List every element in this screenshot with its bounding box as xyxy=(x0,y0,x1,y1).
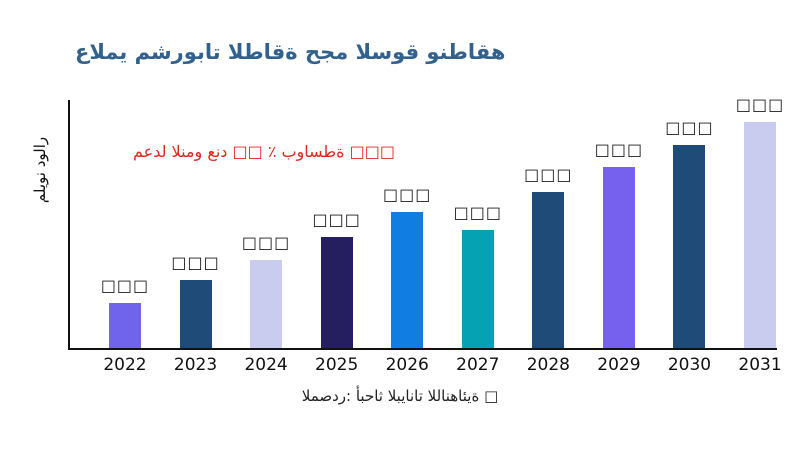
x-axis-line xyxy=(68,348,777,350)
bar-value-label-2027: □□□ xyxy=(453,203,502,222)
growth-rate-annotation: معدل النمو عند □□ ٪ بواسطة □□□ xyxy=(133,142,395,161)
bar-value-label-2030: □□□ xyxy=(665,118,714,137)
x-tick-label-2031: 2031 xyxy=(738,355,782,375)
bar-value-label-2026: □□□ xyxy=(383,185,432,204)
x-tick-label-2029: 2029 xyxy=(597,355,641,375)
x-tick-label-2028: 2028 xyxy=(526,355,570,375)
y-axis-line xyxy=(68,100,70,350)
bar-value-label-2031: □□□ xyxy=(735,95,785,114)
bar-value-label-2022: □□□ xyxy=(100,276,150,295)
bar-value-label-2025: □□□ xyxy=(312,210,361,229)
chart-title: عالمي مشروبات الطاقة حجم السوق ونطاقه xyxy=(75,40,506,64)
x-tick-label-2026: 2026 xyxy=(385,355,429,375)
x-tick-label-2022: 2022 xyxy=(103,355,147,375)
bar-2028 xyxy=(532,192,565,348)
bar-2023 xyxy=(179,280,212,348)
x-tick-label-2030: 2030 xyxy=(667,355,712,375)
bar-2025 xyxy=(320,237,353,348)
bar-value-label-2028: □□□ xyxy=(524,165,573,184)
bar-2026 xyxy=(391,212,424,348)
y-axis-label: مليون دولار xyxy=(31,136,49,204)
x-tick-label-2027: 2027 xyxy=(456,355,500,375)
x-tick-label-2024: 2024 xyxy=(244,355,288,375)
bar-value-label-2024: □□□ xyxy=(241,233,291,252)
x-tick-label-2025: 2025 xyxy=(315,355,359,375)
bar-2029 xyxy=(602,167,635,348)
bar-2030 xyxy=(673,145,706,348)
x-tick-label-2023: 2023 xyxy=(173,355,218,375)
bar-2024 xyxy=(250,260,283,348)
bar-2022 xyxy=(109,303,141,348)
bar-value-label-2023: □□□ xyxy=(171,253,220,272)
bar-value-label-2029: □□□ xyxy=(594,140,644,159)
bar-2027 xyxy=(461,230,494,348)
source-caption: المصدر: أبحاث البيانات اللانهائية □ xyxy=(301,387,499,405)
bar-2031 xyxy=(744,122,777,348)
